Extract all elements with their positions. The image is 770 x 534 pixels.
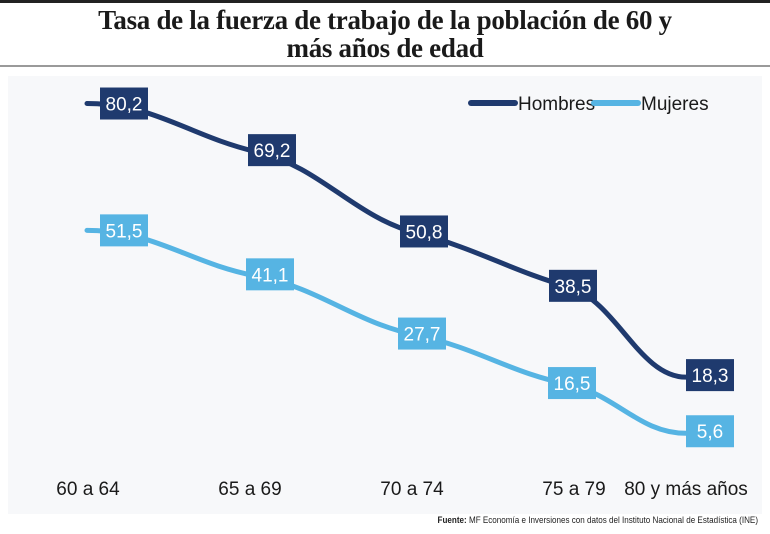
x-tick-label: 70 a 74 [380, 479, 444, 500]
data-label: 69,2 [254, 141, 291, 162]
data-label-box [686, 359, 734, 392]
series-line-hombres [84, 101, 689, 380]
legend-label: Mujeres [641, 94, 709, 115]
data-label-box [548, 367, 596, 400]
data-label-box [100, 87, 148, 120]
source-label: Fuente: [437, 515, 467, 526]
data-label: 80,2 [106, 95, 143, 116]
legend-label: Hombres [518, 94, 595, 115]
title-line-2: más años de edad [286, 33, 484, 63]
data-label-box [400, 215, 448, 248]
x-tick-label: 80 y más años [624, 479, 748, 500]
data-label-box [100, 214, 148, 247]
data-label: 41,1 [252, 265, 289, 286]
data-label: 27,7 [404, 325, 441, 346]
source-note: Fuente: MF Economía e Inversiones con da… [438, 515, 758, 526]
data-label: 5,6 [697, 422, 723, 443]
top-border [0, 0, 770, 3]
data-label: 38,5 [555, 277, 592, 298]
title-line-1: Tasa de la fuerza de trabajo de la pobla… [98, 5, 672, 35]
chart-title: Tasa de la fuerza de trabajo de la pobla… [0, 6, 770, 62]
title-separator [0, 65, 770, 67]
data-label-box [549, 269, 597, 302]
data-label-box [248, 134, 296, 167]
source-text: MF Economía e Inversiones con datos del … [468, 515, 758, 526]
data-label-box [686, 415, 734, 448]
data-label: 50,8 [406, 222, 443, 243]
x-tick-label: 65 a 69 [218, 479, 281, 500]
x-tick-label: 75 a 79 [542, 479, 605, 500]
data-label-box [398, 317, 446, 350]
series-line-mujeres [84, 227, 689, 436]
data-label: 16,5 [554, 374, 591, 395]
x-tick-label: 60 a 64 [56, 479, 120, 500]
data-label: 51,5 [106, 221, 143, 242]
chart-panel [8, 76, 762, 514]
data-label: 18,3 [692, 366, 729, 387]
data-label-box [246, 258, 294, 291]
